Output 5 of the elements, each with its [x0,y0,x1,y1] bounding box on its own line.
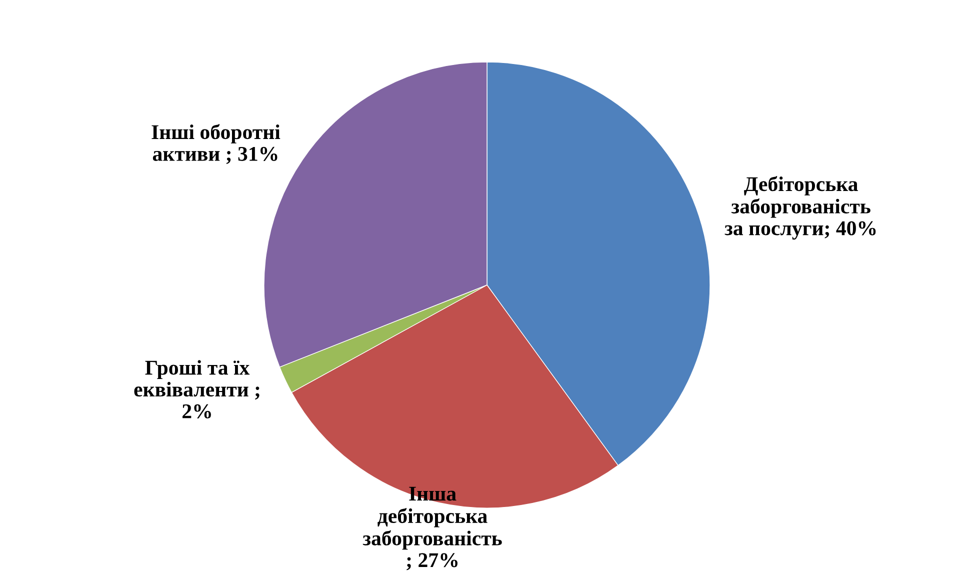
data-label: ; 27% [406,553,458,570]
slice-label: Дебіторська заборгованість за послуги; 40% [724,176,876,240]
slice-label: Інша дебіторська заборгованість [362,486,502,550]
slice-label: Гроші та їх еквіваленти ; 2% [134,360,260,418]
slice-label: Інші оборотні активи ; 31% [152,124,280,164]
